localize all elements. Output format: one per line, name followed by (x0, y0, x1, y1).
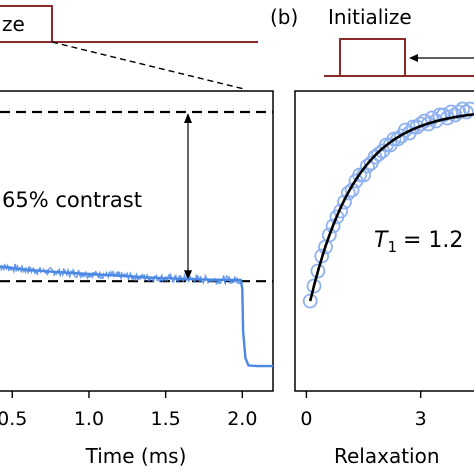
panel-a-x-tick-label: 1.0 (74, 408, 104, 430)
panel-b-data-point (386, 131, 402, 147)
panel-b-x-tick-label: 3 (415, 408, 427, 430)
panel-b-data-point (390, 131, 406, 147)
panel-a-chart: 65% contrast 0.5 1.0 1.5 2.0 Time (ms) (0, 90, 274, 468)
panel-a-contrast-arrowhead-top (184, 113, 192, 123)
panel-b-delay-arrowhead (409, 54, 418, 62)
panel-b-pulse-label: Initialize (328, 5, 412, 29)
panel-a-frame (0, 90, 274, 392)
panel-a-x-axis-label: Time (ms) (85, 444, 187, 468)
panel-a-x-tick-label: 0.5 (0, 408, 27, 430)
panel-b-data-point (458, 104, 474, 120)
panel-b-t1-annotation: T1 = 1.2 (374, 228, 463, 256)
panel-b-data-point (337, 194, 352, 210)
panel-a-series-line (0, 265, 273, 368)
panel-a-pulse-box (0, 5, 53, 43)
panel-b-data-point (359, 158, 375, 174)
panel-b-t1-value: = 1.2 (403, 228, 463, 253)
panel-b-pulse-box (339, 38, 406, 77)
panel-a-annotation-background (0, 176, 172, 218)
panel-b-chart: T1 = 1.2 0 3 Relaxation (294, 90, 474, 468)
panel-b-t1-symbol: T (374, 228, 389, 253)
panel-b-data-point (310, 263, 326, 279)
panel-b-data-point (325, 218, 341, 234)
panel-b-annotation-background (368, 216, 474, 260)
panel-a-pulse-label: ze (2, 12, 25, 36)
panel-a-x-tick-label: 1.5 (151, 408, 181, 430)
panel-a-zoom-dashed-line (51, 41, 245, 90)
panel-b-data-point (371, 146, 387, 162)
panel-b-data-point (306, 278, 322, 294)
panel-b-data-point (321, 227, 337, 243)
panel-b-data-point (417, 113, 432, 129)
panel-b-letter: (b) (270, 5, 298, 29)
panel-b-data-point (436, 107, 451, 123)
panel-b-fit-curve (308, 113, 474, 302)
panel-b-t1-subscript: 1 (387, 238, 397, 256)
panel-a-contrast-arrowhead-bottom (184, 270, 192, 281)
panel-b-data-point (352, 167, 368, 183)
panel-b-data-point (302, 293, 318, 309)
panel-b-x-tick-label: 0 (300, 408, 312, 430)
panel-b-x-axis-label: Relaxation (334, 444, 440, 468)
panel-b-data-point (340, 185, 356, 201)
panel-a-contrast-annotation: 65% contrast (2, 188, 142, 212)
panel-a-x-tick-label: 2.0 (227, 408, 257, 430)
panel-b-frame (294, 90, 474, 392)
